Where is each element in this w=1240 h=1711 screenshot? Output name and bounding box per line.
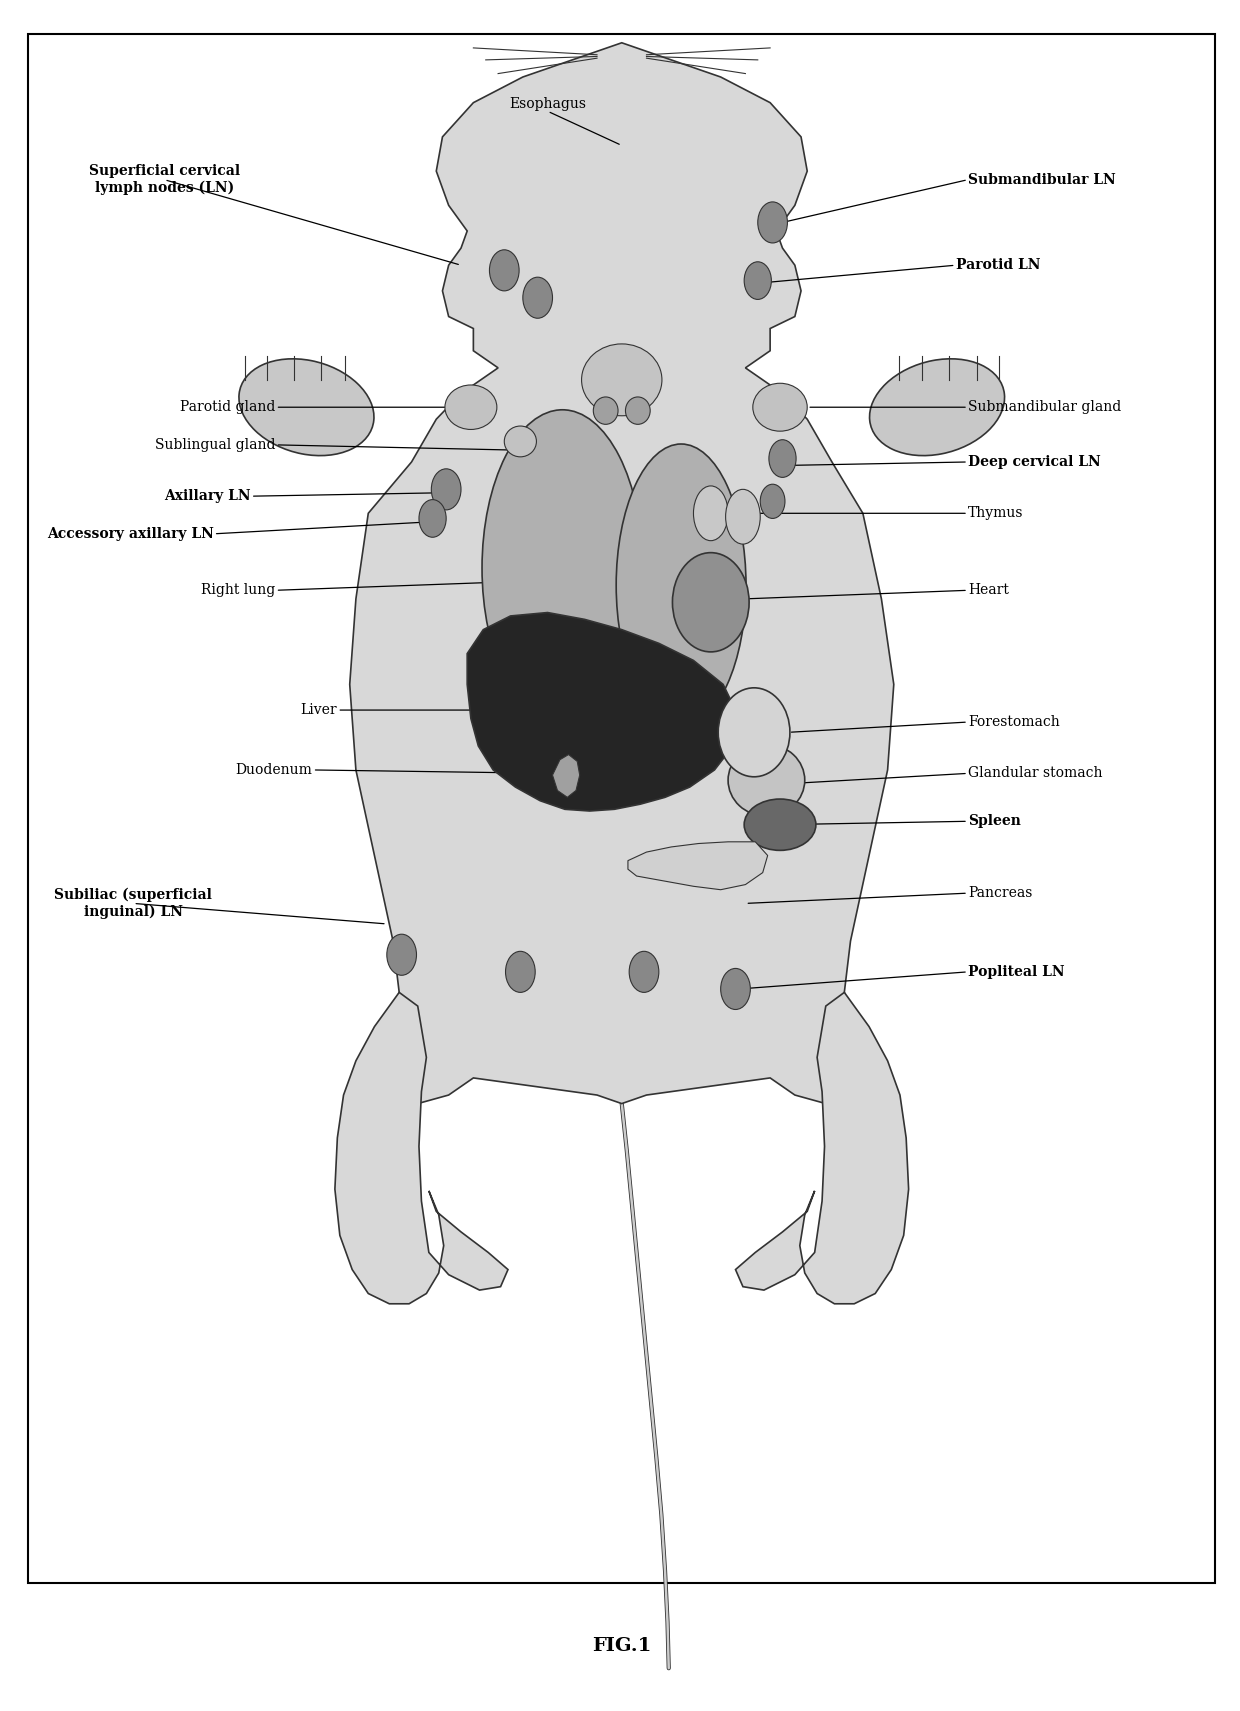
Ellipse shape xyxy=(482,409,642,725)
Ellipse shape xyxy=(869,359,1004,455)
Text: Heart: Heart xyxy=(968,583,1009,597)
Text: FIG.1: FIG.1 xyxy=(591,1637,651,1655)
Ellipse shape xyxy=(432,469,461,510)
Text: Right lung: Right lung xyxy=(201,583,275,597)
Polygon shape xyxy=(735,992,909,1304)
Text: Duodenum: Duodenum xyxy=(236,763,312,777)
Polygon shape xyxy=(627,842,768,890)
Text: Pancreas: Pancreas xyxy=(968,886,1033,900)
Ellipse shape xyxy=(593,397,618,424)
Text: Deep cervical LN: Deep cervical LN xyxy=(968,455,1101,469)
Ellipse shape xyxy=(419,500,446,537)
Text: Popliteal LN: Popliteal LN xyxy=(968,965,1065,979)
Polygon shape xyxy=(467,613,738,811)
Ellipse shape xyxy=(744,262,771,299)
Polygon shape xyxy=(553,755,580,797)
Text: Sublingual gland: Sublingual gland xyxy=(155,438,275,452)
Ellipse shape xyxy=(693,486,728,541)
Ellipse shape xyxy=(760,484,785,518)
Text: Spleen: Spleen xyxy=(968,814,1021,828)
Ellipse shape xyxy=(445,385,497,429)
Ellipse shape xyxy=(725,489,760,544)
Ellipse shape xyxy=(523,277,553,318)
Text: Liver: Liver xyxy=(301,703,337,717)
Text: Submandibular gland: Submandibular gland xyxy=(968,400,1121,414)
Polygon shape xyxy=(350,43,894,1104)
Ellipse shape xyxy=(625,397,650,424)
Text: Accessory axillary LN: Accessory axillary LN xyxy=(47,527,213,541)
Ellipse shape xyxy=(753,383,807,431)
Ellipse shape xyxy=(387,934,417,975)
Ellipse shape xyxy=(720,968,750,1009)
Text: Submandibular LN: Submandibular LN xyxy=(968,173,1116,186)
Polygon shape xyxy=(335,992,508,1304)
Ellipse shape xyxy=(490,250,520,291)
Ellipse shape xyxy=(672,553,749,652)
Ellipse shape xyxy=(744,799,816,850)
Text: Parotid LN: Parotid LN xyxy=(956,258,1040,272)
Text: Esophagus: Esophagus xyxy=(510,98,587,111)
Ellipse shape xyxy=(506,951,536,992)
Ellipse shape xyxy=(629,951,658,992)
Ellipse shape xyxy=(758,202,787,243)
Ellipse shape xyxy=(582,344,662,416)
Text: Glandular stomach: Glandular stomach xyxy=(968,767,1102,780)
Text: Parotid gland: Parotid gland xyxy=(180,400,275,414)
Text: Subiliac (superficial
inguinal) LN: Subiliac (superficial inguinal) LN xyxy=(55,888,212,919)
Ellipse shape xyxy=(728,744,805,816)
Text: Thymus: Thymus xyxy=(968,506,1023,520)
Ellipse shape xyxy=(718,688,790,777)
Ellipse shape xyxy=(505,426,537,457)
Ellipse shape xyxy=(616,445,746,727)
Text: Axillary LN: Axillary LN xyxy=(164,489,250,503)
Ellipse shape xyxy=(769,440,796,477)
Text: Forestomach: Forestomach xyxy=(968,715,1060,729)
Ellipse shape xyxy=(239,359,374,455)
Text: Superficial cervical
lymph nodes (LN): Superficial cervical lymph nodes (LN) xyxy=(89,164,239,195)
